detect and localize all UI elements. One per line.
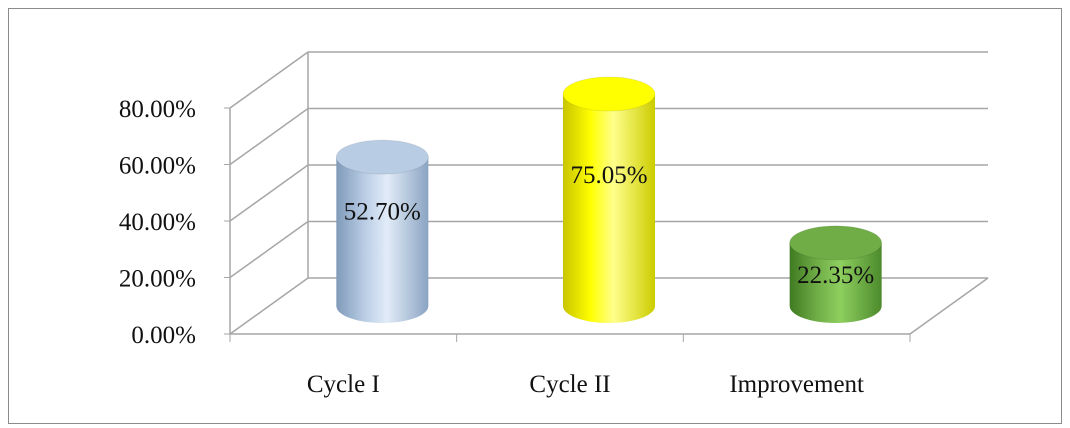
y-tick-label: 0.00%	[131, 322, 196, 349]
bars	[335, 76, 883, 323]
y-tick-label: 20.00%	[119, 266, 196, 293]
x-category-label: Cycle II	[529, 371, 610, 398]
gridline-side-3	[229, 107, 309, 166]
floor-right-edge	[909, 277, 989, 335]
bar-cycle-i	[335, 139, 429, 323]
y-tick-label: 60.00%	[119, 153, 196, 180]
data-label: 52.70%	[344, 199, 421, 226]
bar-improvement	[789, 225, 883, 323]
chart-frame	[8, 8, 1062, 424]
x-category-label: Cycle I	[307, 371, 380, 398]
gridline-side-4	[229, 51, 309, 109]
bar-body	[336, 157, 429, 323]
y-tick-label: 40.00%	[119, 209, 196, 236]
data-label: 75.05%	[570, 162, 647, 189]
bar-top	[562, 76, 656, 112]
labels: 0.00% 20.00% 40.00% 60.00% 80.00% 52.70% Cycle…	[119, 96, 874, 398]
bar-body	[563, 93, 655, 323]
y-tick-label: 80.00%	[119, 96, 196, 123]
gridline-side-2	[229, 164, 309, 222]
bar-top	[789, 225, 883, 261]
bar-top	[335, 139, 429, 175]
bar-body	[789, 242, 882, 323]
gridline-side-1	[229, 220, 309, 279]
x-category-label: Improvement	[729, 371, 864, 398]
gridline-side-0	[229, 277, 309, 335]
bar-cycle-ii	[562, 76, 656, 323]
data-label: 22.35%	[797, 262, 874, 289]
axes	[224, 52, 989, 342]
